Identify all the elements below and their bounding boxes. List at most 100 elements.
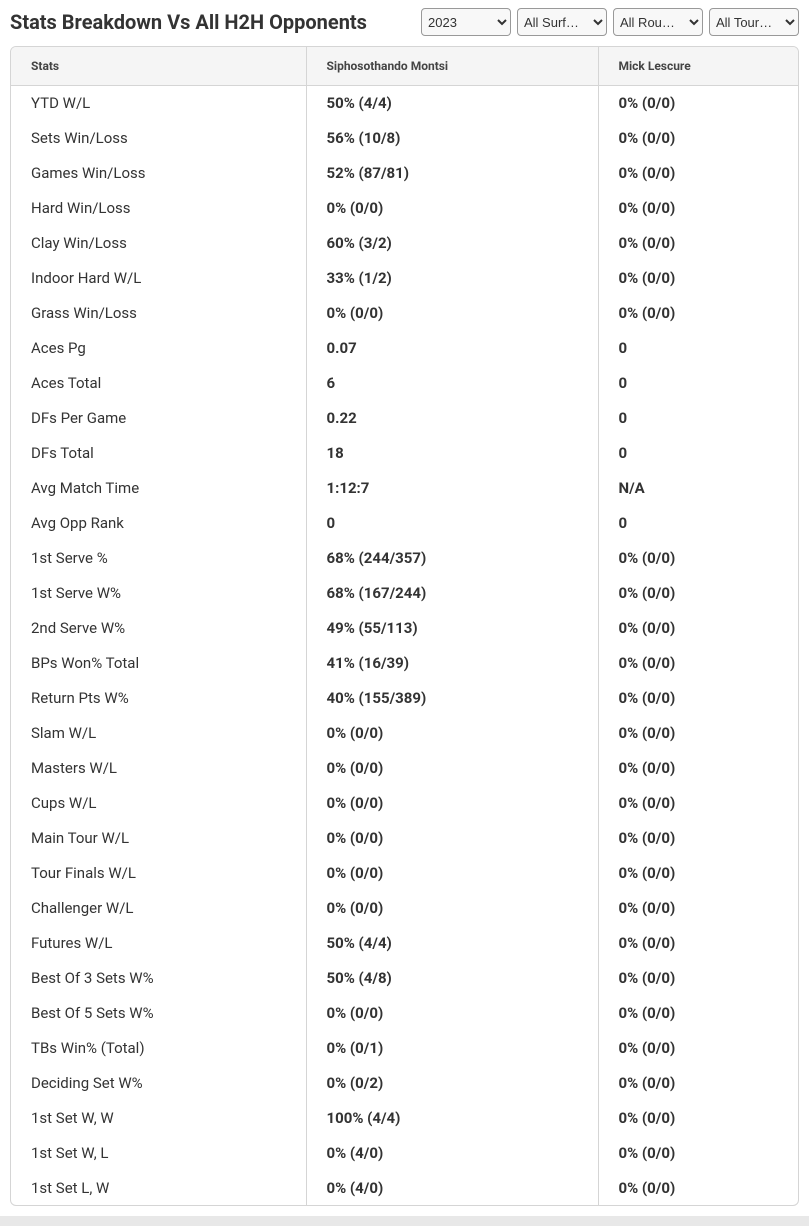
stats-table: Stats Siphosothando Montsi Mick Lescure … (11, 47, 798, 1205)
player2-value-cell: 0% (0/0) (598, 611, 798, 646)
player1-value-cell: 6 (306, 366, 598, 401)
player2-value-cell: 0% (0/0) (598, 541, 798, 576)
stat-name-cell: Main Tour W/L (11, 821, 306, 856)
table-row: Avg Match Time1:12:7N/A (11, 471, 798, 506)
player2-value-cell: 0% (0/0) (598, 716, 798, 751)
table-row: Aces Pg0.070 (11, 331, 798, 366)
player2-value-cell: 0 (598, 366, 798, 401)
player1-value-cell: 68% (167/244) (306, 576, 598, 611)
round-select[interactable]: All Rou… (613, 8, 703, 36)
col-header-player1: Siphosothando Montsi (306, 47, 598, 86)
stat-name-cell: Cups W/L (11, 786, 306, 821)
player2-value-cell: 0% (0/0) (598, 681, 798, 716)
player1-value-cell: 52% (87/81) (306, 156, 598, 191)
player1-value-cell: 60% (3/2) (306, 226, 598, 261)
stat-name-cell: Sets Win/Loss (11, 121, 306, 156)
stat-name-cell: Aces Total (11, 366, 306, 401)
player2-value-cell: 0% (0/0) (598, 191, 798, 226)
table-row: Deciding Set W%0% (0/2)0% (0/0) (11, 1066, 798, 1101)
table-row: BPs Won% Total41% (16/39)0% (0/0) (11, 646, 798, 681)
player1-value-cell: 0% (0/0) (306, 751, 598, 786)
stat-name-cell: Aces Pg (11, 331, 306, 366)
player2-value-cell: 0% (0/0) (598, 121, 798, 156)
player2-value-cell: 0% (0/0) (598, 646, 798, 681)
player2-value-cell: 0% (0/0) (598, 856, 798, 891)
player1-value-cell: 0% (0/0) (306, 996, 598, 1031)
stat-name-cell: 1st Set W, L (11, 1136, 306, 1171)
table-row: Best Of 5 Sets W%0% (0/0)0% (0/0) (11, 996, 798, 1031)
stat-name-cell: Tour Finals W/L (11, 856, 306, 891)
stat-name-cell: Clay Win/Loss (11, 226, 306, 261)
player1-value-cell: 0% (0/0) (306, 856, 598, 891)
table-row: Indoor Hard W/L33% (1/2)0% (0/0) (11, 261, 798, 296)
table-row: Hard Win/Loss0% (0/0)0% (0/0) (11, 191, 798, 226)
stat-name-cell: Slam W/L (11, 716, 306, 751)
stat-name-cell: DFs Per Game (11, 401, 306, 436)
player1-value-cell: 49% (55/113) (306, 611, 598, 646)
player2-value-cell: 0% (0/0) (598, 1171, 798, 1206)
table-row: Clay Win/Loss60% (3/2)0% (0/0) (11, 226, 798, 261)
table-row: Futures W/L50% (4/4)0% (0/0) (11, 926, 798, 961)
player2-value-cell: 0 (598, 331, 798, 366)
player2-value-cell: 0% (0/0) (598, 996, 798, 1031)
stat-name-cell: Games Win/Loss (11, 156, 306, 191)
player1-value-cell: 56% (10/8) (306, 121, 598, 156)
player1-value-cell: 0% (0/0) (306, 821, 598, 856)
year-select[interactable]: 2023 (421, 8, 511, 36)
stat-name-cell: Best Of 5 Sets W% (11, 996, 306, 1031)
player2-value-cell: N/A (598, 471, 798, 506)
table-row: Cups W/L0% (0/0)0% (0/0) (11, 786, 798, 821)
player2-value-cell: 0% (0/0) (598, 576, 798, 611)
table-row: 1st Serve W%68% (167/244)0% (0/0) (11, 576, 798, 611)
player1-value-cell: 33% (1/2) (306, 261, 598, 296)
player1-value-cell: 1:12:7 (306, 471, 598, 506)
player2-value-cell: 0 (598, 436, 798, 471)
player2-value-cell: 0% (0/0) (598, 261, 798, 296)
stats-table-wrap: Stats Siphosothando Montsi Mick Lescure … (10, 46, 799, 1206)
table-row: Aces Total60 (11, 366, 798, 401)
table-row: Slam W/L0% (0/0)0% (0/0) (11, 716, 798, 751)
tournament-select[interactable]: All Tour… (709, 8, 799, 36)
player1-value-cell: 0% (0/0) (306, 786, 598, 821)
table-row: 1st Set W, L0% (4/0)0% (0/0) (11, 1136, 798, 1171)
player2-value-cell: 0% (0/0) (598, 1136, 798, 1171)
player1-value-cell: 68% (244/357) (306, 541, 598, 576)
player2-value-cell: 0% (0/0) (598, 961, 798, 996)
col-header-stats: Stats (11, 47, 306, 86)
player2-value-cell: 0% (0/0) (598, 926, 798, 961)
table-row: 1st Serve %68% (244/357)0% (0/0) (11, 541, 798, 576)
player2-value-cell: 0% (0/0) (598, 1031, 798, 1066)
player2-value-cell: 0% (0/0) (598, 1101, 798, 1136)
player1-value-cell: 0% (4/0) (306, 1171, 598, 1206)
footer-bar (0, 1216, 809, 1226)
player1-value-cell: 100% (4/4) (306, 1101, 598, 1136)
stat-name-cell: Return Pts W% (11, 681, 306, 716)
table-row: DFs Per Game0.220 (11, 401, 798, 436)
stat-name-cell: 2nd Serve W% (11, 611, 306, 646)
player2-value-cell: 0% (0/0) (598, 891, 798, 926)
table-row: 2nd Serve W%49% (55/113)0% (0/0) (11, 611, 798, 646)
player1-value-cell: 0% (0/0) (306, 891, 598, 926)
player1-value-cell: 41% (16/39) (306, 646, 598, 681)
surface-select[interactable]: All Surf… (517, 8, 607, 36)
stat-name-cell: Challenger W/L (11, 891, 306, 926)
player1-value-cell: 0% (0/2) (306, 1066, 598, 1101)
player1-value-cell: 40% (155/389) (306, 681, 598, 716)
table-row: 1st Set W, W100% (4/4)0% (0/0) (11, 1101, 798, 1136)
table-row: DFs Total180 (11, 436, 798, 471)
table-row: Best Of 3 Sets W%50% (4/8)0% (0/0) (11, 961, 798, 996)
table-row: Challenger W/L0% (0/0)0% (0/0) (11, 891, 798, 926)
stat-name-cell: Avg Opp Rank (11, 506, 306, 541)
stat-name-cell: 1st Set L, W (11, 1171, 306, 1206)
player2-value-cell: 0% (0/0) (598, 226, 798, 261)
stat-name-cell: Indoor Hard W/L (11, 261, 306, 296)
stat-name-cell: 1st Set W, W (11, 1101, 306, 1136)
stat-name-cell: 1st Serve % (11, 541, 306, 576)
player2-value-cell: 0% (0/0) (598, 1066, 798, 1101)
player2-value-cell: 0% (0/0) (598, 86, 798, 121)
table-row: Grass Win/Loss0% (0/0)0% (0/0) (11, 296, 798, 331)
table-row: TBs Win% (Total)0% (0/1)0% (0/0) (11, 1031, 798, 1066)
stat-name-cell: Deciding Set W% (11, 1066, 306, 1101)
player1-value-cell: 0 (306, 506, 598, 541)
player2-value-cell: 0% (0/0) (598, 751, 798, 786)
